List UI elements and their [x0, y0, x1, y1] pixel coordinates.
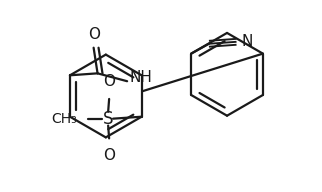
Text: O: O — [103, 74, 115, 89]
Text: N: N — [242, 34, 253, 49]
Text: O: O — [89, 27, 100, 42]
Text: CH₃: CH₃ — [51, 112, 77, 126]
Text: S: S — [103, 110, 113, 128]
Text: NH: NH — [129, 70, 152, 85]
Text: O: O — [103, 148, 115, 163]
